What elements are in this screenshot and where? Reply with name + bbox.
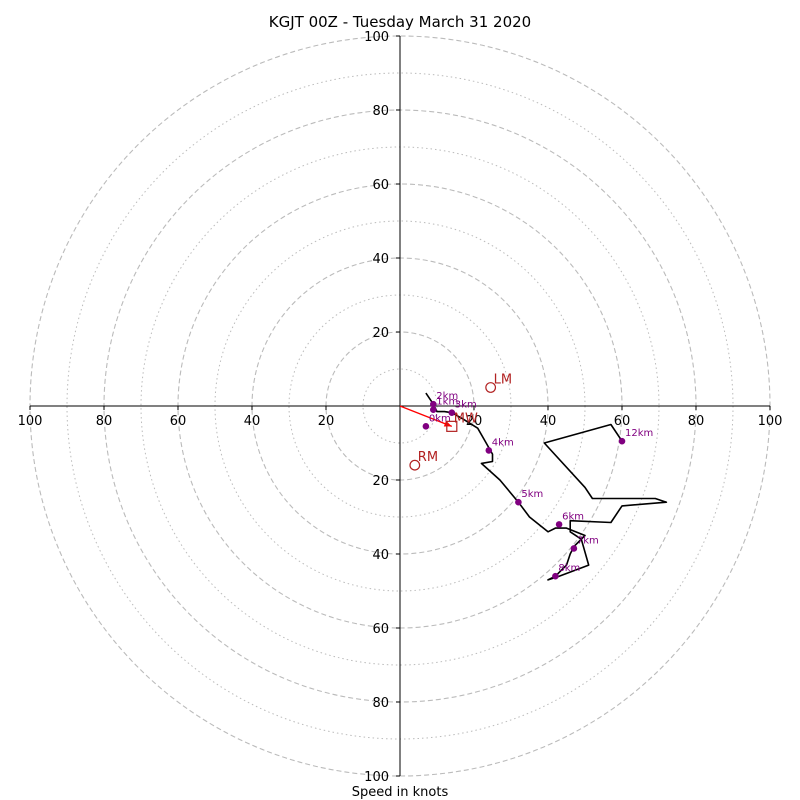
- y-tick-label: 40: [372, 252, 389, 267]
- mean-wind-marker: [446, 420, 458, 432]
- storm-motion-label-rm: RM: [418, 450, 438, 465]
- height-point-3km: [448, 409, 456, 416]
- height-label-4km: 4km: [492, 437, 514, 448]
- storm-motion-label-lm: LM: [494, 373, 512, 388]
- height-point-5km: [515, 498, 522, 506]
- height-label-12km: 12km: [625, 428, 653, 439]
- y-tick-label: 80: [372, 696, 389, 711]
- shear-vector: [399, 405, 453, 428]
- height-label-2km: 2km: [436, 391, 458, 402]
- height-label-0km: 0km: [429, 413, 451, 424]
- y-tick-label: 100: [364, 30, 389, 45]
- y-tick-label: 100: [364, 770, 389, 785]
- height-label-7km: 7km: [577, 535, 599, 546]
- y-tick-label: 40: [372, 548, 389, 563]
- x-tick-label: 20: [318, 414, 335, 429]
- shear-vector-line: [399, 405, 453, 428]
- x-tick-label: 80: [96, 414, 113, 429]
- height-label-6km: 6km: [562, 511, 584, 522]
- height-point-2km: [430, 400, 437, 408]
- y-tick-label: 80: [372, 104, 389, 119]
- height-point-1km: [430, 406, 437, 414]
- x-tick-label: 40: [244, 414, 261, 429]
- y-tick-label: 20: [372, 326, 389, 341]
- height-label-3km: 3km: [455, 400, 477, 411]
- x-tick-label: 20: [466, 414, 483, 429]
- x-tick-label: 100: [758, 414, 783, 429]
- shear-vector-arrowhead: [443, 420, 452, 427]
- storm-motion-rm: [409, 459, 421, 471]
- tick-labels: 100 80 60 40 20 20 40 60 80 100 100 80 60 40 20 20 40 60 8…: [18, 30, 783, 785]
- storm-motions: LM RM MW: [409, 373, 512, 471]
- x-axis-label: Speed in knots: [352, 785, 449, 800]
- mean-wind-label: MW: [454, 411, 478, 426]
- height-point-6km: [555, 521, 563, 528]
- height-point-8km: [552, 572, 559, 580]
- height-label-1km: 1km: [436, 397, 458, 408]
- y-tick-label: 60: [372, 622, 389, 637]
- y-tick-label: 60: [372, 178, 389, 193]
- height-point-4km: [485, 447, 493, 454]
- height-point-12km: [618, 437, 626, 445]
- height-label-5km: 5km: [521, 489, 543, 500]
- y-tick-label: 20: [372, 474, 389, 489]
- chart-title: KGJT 00Z - Tuesday March 31 2020: [269, 13, 531, 31]
- x-tick-label: 80: [688, 414, 705, 429]
- height-point-0km: [422, 423, 430, 430]
- x-tick-label: 100: [18, 414, 43, 429]
- x-tick-label: 60: [170, 414, 187, 429]
- x-tick-label: 40: [540, 414, 557, 429]
- x-tick-label: 60: [614, 414, 631, 429]
- height-point-7km: [570, 545, 578, 552]
- height-label-8km: 8km: [558, 563, 580, 574]
- storm-motion-lm: [485, 382, 497, 393]
